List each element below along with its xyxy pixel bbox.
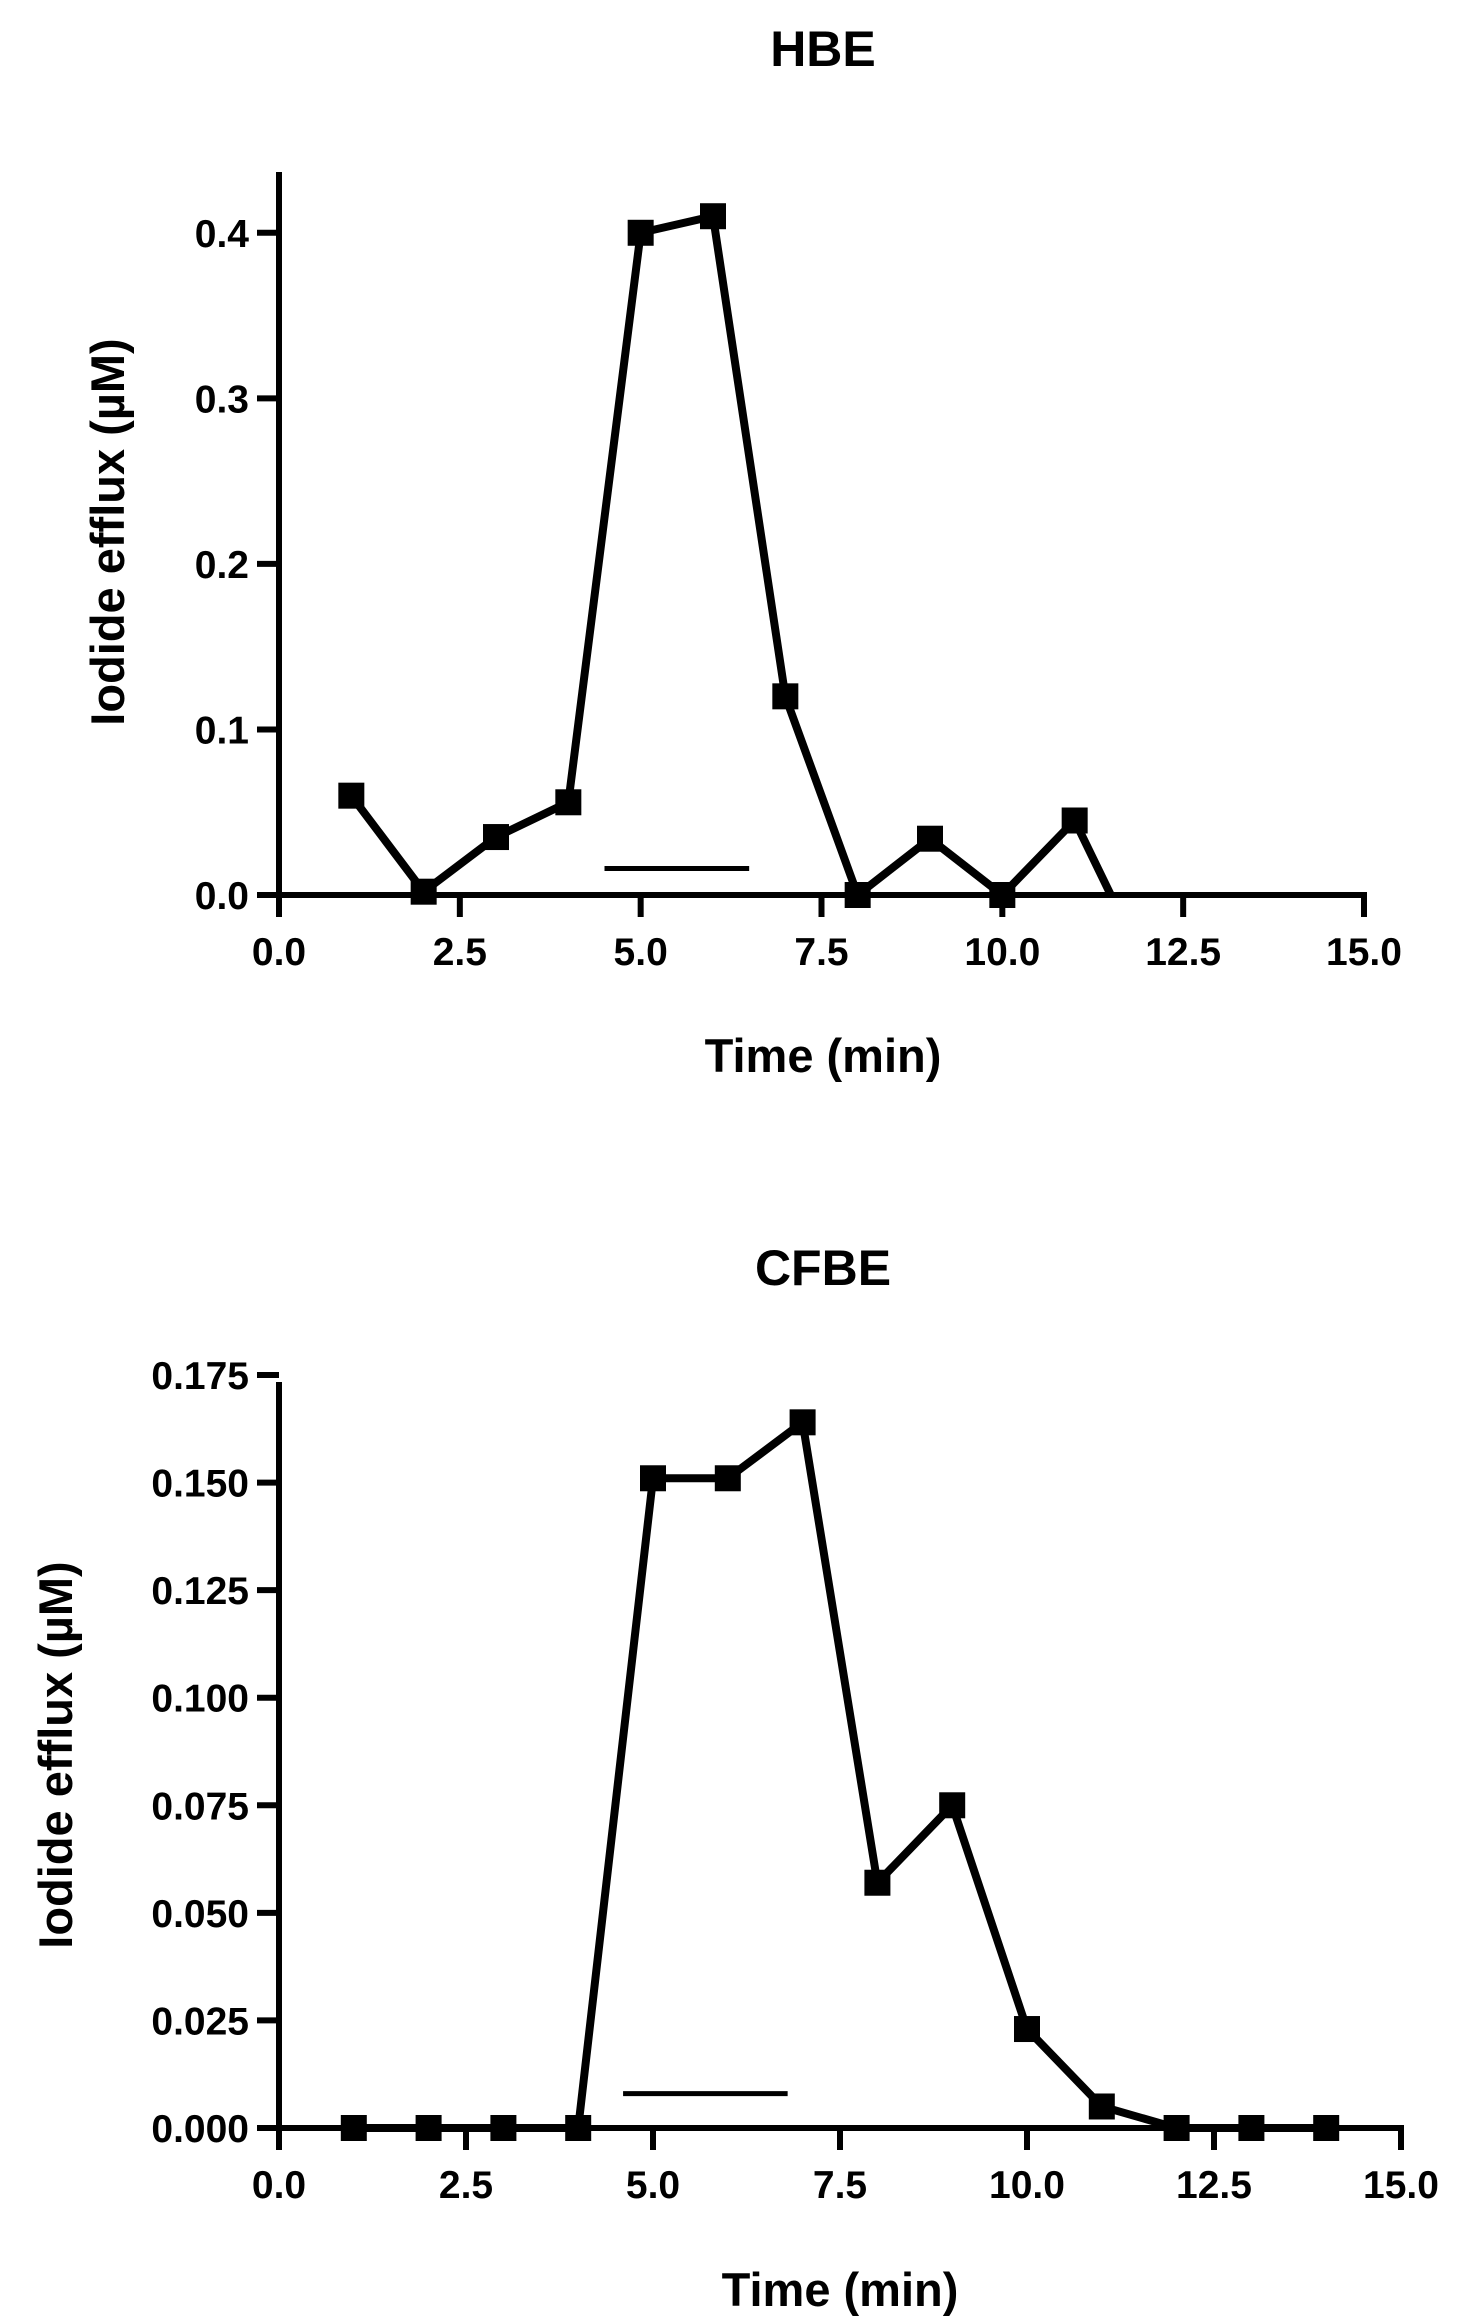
chart-title: HBE [770,21,876,77]
data-point [700,203,726,230]
x-axis-label: Time (min) [705,1029,942,1082]
data-point [627,219,654,246]
x-tick-label: 7.5 [813,2164,867,2207]
x-tick-label: 2.5 [439,2164,493,2207]
x-tick-label: 2.5 [433,931,487,974]
y-axis-label: Iodide efflux (µM) [81,338,134,725]
y-tick-label: 0.175 [151,1355,249,1398]
data-point [789,1409,816,1436]
data-point [640,1465,666,1492]
data-point [338,782,365,809]
data-point [1088,2093,1115,2120]
x-tick-label: 15.0 [1326,931,1402,974]
data-point [844,882,871,908]
data-point [1238,2115,1265,2141]
x-tick-label: 5.0 [626,2164,680,2207]
series-group [338,203,1115,908]
x-tick-label: 12.5 [1145,931,1221,974]
x-tick-label: 12.5 [1176,2164,1252,2207]
y-tick-label: 0.2 [195,544,249,587]
y-axis-label: Iodide efflux (µM) [29,1561,82,1948]
y-tick-label: 0.050 [151,1893,249,1936]
y-ticks: 0.000 0.025 0.050 0.075 0.100 0.125 0.150 0.175 [151,1355,279,2151]
x-ticks: 0.0 2.5 5.0 7.5 10.0 12.5 15.0 [252,2128,1439,2207]
y-tick-label: 0.125 [151,1570,249,1613]
y-tick-label: 0.150 [151,1463,249,1506]
data-point [555,789,582,816]
y-tick-label: 0.0 [195,875,249,918]
y-tick-label: 0.1 [195,709,249,752]
x-tick-label: 0.0 [252,931,306,974]
x-tick-label: 7.5 [794,931,848,974]
y-tick-label: 0.075 [151,1785,249,1828]
y-tick-label: 0.025 [151,2000,249,2043]
data-point [565,2115,592,2141]
data-point [490,2115,517,2141]
x-tick-label: 5.0 [614,931,668,974]
y-tick-label: 0.100 [151,1678,249,1721]
data-point [772,683,799,710]
data-point [714,1465,741,1492]
y-tick-label: 0.3 [195,378,249,421]
data-point [1163,2115,1190,2141]
series-group [340,1409,1340,2141]
x-tick-label: 0.0 [252,2164,306,2207]
data-point [340,2115,367,2141]
data-point [415,2115,442,2141]
x-axis-label: Time (min) [722,2263,959,2316]
x-tick-label: 10.0 [964,931,1040,974]
data-point [1313,2115,1340,2141]
x-ticks: 0.0 2.5 5.0 7.5 10.0 12.5 15.0 [252,895,1402,974]
data-point [864,1869,891,1896]
data-point [483,824,509,851]
data-point [939,1792,966,1819]
chart-cfbe: CFBE Iodide efflux (µM) Time (min) 0.000… [29,1240,1439,2316]
y-ticks: 0.0 0.1 0.2 0.3 0.4 [195,213,279,918]
data-point [1014,2016,1040,2043]
chart-hbe: HBE Iodide efflux (µM) Time (min) 0.0 0.1… [81,21,1402,1082]
y-tick-label: 0.000 [151,2108,249,2151]
data-point [989,882,1016,908]
data-point [917,825,943,852]
x-tick-label: 15.0 [1363,2164,1439,2207]
data-point [1061,807,1088,834]
x-tick-label: 10.0 [989,2164,1065,2207]
chart-title: CFBE [755,1240,891,1296]
data-point [410,878,437,905]
y-tick-label: 0.4 [195,213,250,256]
